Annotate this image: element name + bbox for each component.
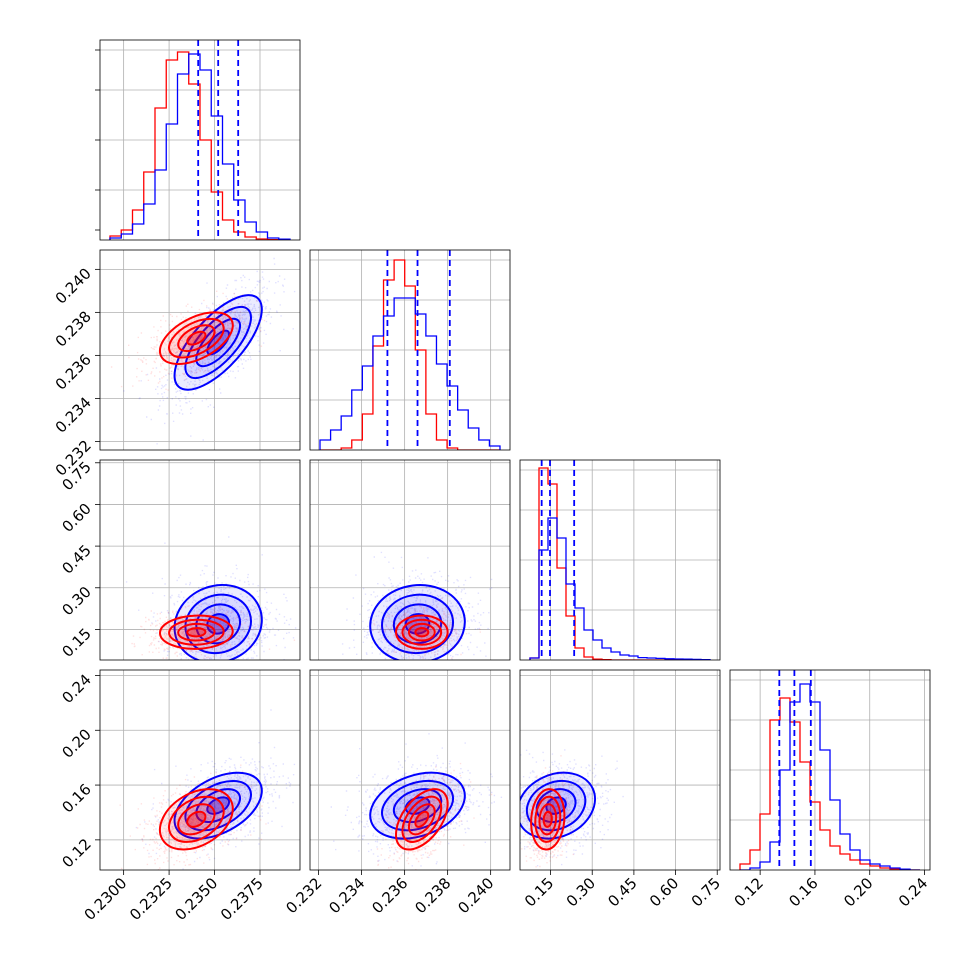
contour-red xyxy=(168,317,225,359)
scatter-points-blue xyxy=(330,733,503,867)
contour-red xyxy=(168,795,225,843)
panel-frame xyxy=(519,459,721,661)
y-tick-label: 0.20 xyxy=(58,725,94,761)
x-tick-label: 0.60 xyxy=(646,874,682,910)
histogram-panel-0 xyxy=(100,40,300,240)
contour-red xyxy=(158,788,234,851)
x-tick-label: 0.24 xyxy=(895,874,931,910)
contour-red xyxy=(414,810,430,828)
y-tick-label: 0.16 xyxy=(58,780,94,816)
histogram-panel-2 xyxy=(520,460,720,660)
contour-red xyxy=(186,810,207,828)
scatter-points-blue xyxy=(123,257,296,445)
scatter-points-red xyxy=(119,764,267,870)
histogram-blue xyxy=(109,53,291,240)
contour-blue xyxy=(195,317,241,368)
contour-red xyxy=(177,803,216,836)
histogram-panel-3 xyxy=(730,670,930,870)
histogram-red xyxy=(109,51,290,240)
contour-red xyxy=(538,803,558,836)
y-tick-label: 0.240 xyxy=(52,264,95,307)
x-tick-label: 0.238 xyxy=(411,874,454,917)
histogram-blue xyxy=(740,683,920,870)
panel-frame xyxy=(309,249,511,451)
contour-blue xyxy=(184,305,252,379)
contour-red xyxy=(401,795,443,843)
scatter-panel-3-2 xyxy=(520,670,720,870)
panel-frame xyxy=(309,459,511,661)
histogram-blue xyxy=(319,297,501,450)
contour-red xyxy=(159,311,234,365)
x-tick-label: 0.45 xyxy=(604,874,640,910)
histogram-blue xyxy=(529,517,711,660)
histogram-red xyxy=(529,467,710,660)
contour-red xyxy=(407,803,436,836)
y-tick-label: 0.24 xyxy=(58,671,94,707)
scatter-panel-3-1 xyxy=(310,670,510,870)
y-tick-label: 0.15 xyxy=(58,625,94,661)
contour-red xyxy=(407,622,436,642)
x-tick-label: 0.15 xyxy=(521,874,557,910)
x-tick-label: 0.240 xyxy=(454,874,497,917)
panel-frame xyxy=(309,669,511,871)
contour-blue xyxy=(206,329,231,356)
histogram-panel-1 xyxy=(310,250,510,450)
x-tick-label: 0.232 xyxy=(282,874,325,917)
y-tick-label: 0.60 xyxy=(58,500,94,536)
x-tick-label: 0.30 xyxy=(563,874,599,910)
x-tick-label: 0.234 xyxy=(325,874,368,917)
contour-red xyxy=(186,330,207,346)
panel-frame xyxy=(99,459,301,661)
contour-red xyxy=(395,788,449,851)
y-tick-label: 0.234 xyxy=(52,393,95,436)
scatter-panel-1-0 xyxy=(100,250,300,450)
x-tick-label: 0.20 xyxy=(840,874,876,910)
contour-red xyxy=(177,622,216,642)
panel-frame xyxy=(99,249,301,451)
scatter-points-red xyxy=(520,755,587,868)
y-tick-label: 0.30 xyxy=(58,583,94,619)
y-tick-label: 0.238 xyxy=(52,307,95,350)
contour-red xyxy=(414,627,430,638)
contour-blue xyxy=(520,771,596,840)
x-tick-label: 0.12 xyxy=(731,874,767,910)
x-tick-label: 0.2325 xyxy=(126,874,176,924)
y-tick-label: 0.12 xyxy=(58,835,94,871)
y-tick-label: 0.236 xyxy=(52,350,95,393)
x-tick-label: 0.2350 xyxy=(172,874,222,924)
x-tick-label: 0.2375 xyxy=(217,874,267,924)
x-tick-label: 0.16 xyxy=(785,874,821,910)
panel-frame xyxy=(99,669,301,871)
histogram-red xyxy=(320,259,500,450)
scatter-panel-2-0 xyxy=(100,460,300,660)
panel-frame xyxy=(519,669,721,871)
x-tick-label: 0.236 xyxy=(368,874,411,917)
contour-red xyxy=(186,627,207,638)
contour-red xyxy=(542,810,553,828)
panel-frame xyxy=(729,669,931,871)
contour-blue xyxy=(173,771,263,840)
x-tick-label: 0.2300 xyxy=(81,874,131,924)
scatter-points-blue xyxy=(341,551,493,660)
contour-red xyxy=(177,324,216,353)
y-tick-label: 0.45 xyxy=(58,541,94,577)
x-tick-label: 0.75 xyxy=(688,874,724,910)
scatter-panel-3-0 xyxy=(100,670,300,870)
scatter-panel-2-1 xyxy=(310,460,510,660)
